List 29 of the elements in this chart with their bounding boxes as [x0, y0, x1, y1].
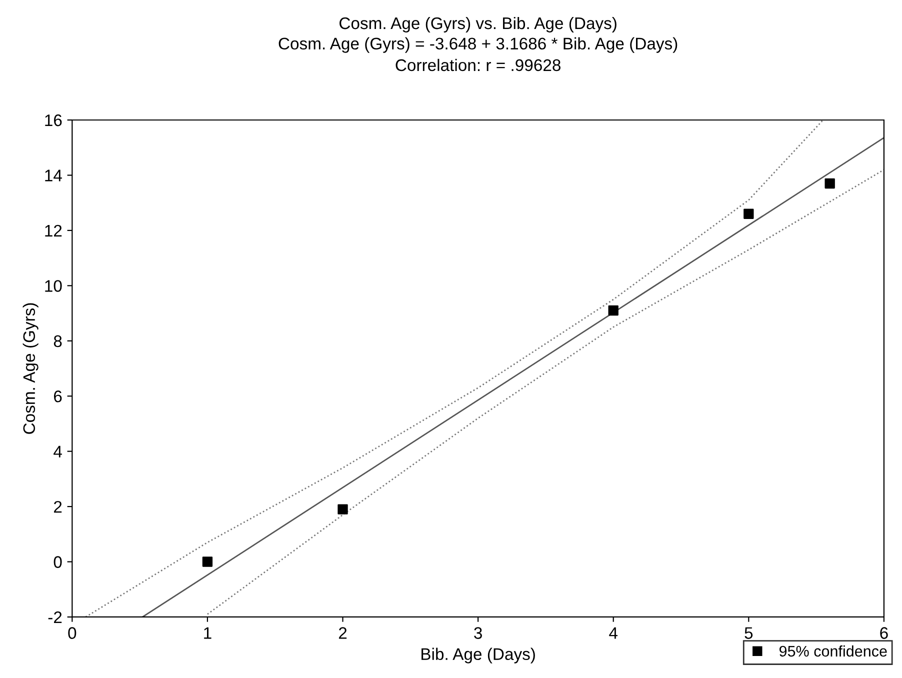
y-tick-label: 0: [54, 556, 62, 568]
x-axis-title: Bib. Age (Days): [422, 648, 535, 664]
point: [744, 208, 754, 219]
x-tick-label: 5: [744, 627, 753, 639]
point: [202, 556, 213, 567]
y-tick-label: 12: [45, 224, 62, 236]
chart-title: Cosm. Age (Gyrs) vs. Bib. Age (Days): [340, 16, 616, 32]
x-tick-label: 0: [68, 627, 76, 639]
y-tick-label: 10: [45, 280, 62, 292]
chart-subtitle: Cosm. Age (Gyrs) = -3.648 + 3.1686 * Bib. Age (Days) Correlation: r = .99628: [278, 37, 678, 72]
line-series: [206, 169, 884, 615]
point: [824, 178, 835, 189]
y-tick-label: 4: [54, 446, 62, 458]
y-tick-label: 2: [54, 500, 62, 513]
y-axis-title: Cosm. Age (Gyrs): [22, 303, 38, 434]
y-tick-label: 6: [54, 390, 62, 402]
x-tick-label: 3: [474, 627, 482, 639]
y-tick-label: 16: [45, 114, 62, 126]
legend-label: 95% confidence: [779, 645, 887, 657]
point: [338, 504, 348, 514]
y-tick-label: -2: [48, 611, 62, 624]
point: [608, 305, 618, 316]
x-tick-label: 1: [204, 627, 212, 639]
x-tick-label: 6: [880, 627, 888, 639]
line-series: [84, 120, 824, 617]
x-tick-label: 2: [338, 627, 347, 639]
x-tick-label: 4: [609, 627, 618, 639]
y-tick-label: 14: [45, 170, 62, 182]
y-tick-label: 8: [54, 335, 62, 348]
